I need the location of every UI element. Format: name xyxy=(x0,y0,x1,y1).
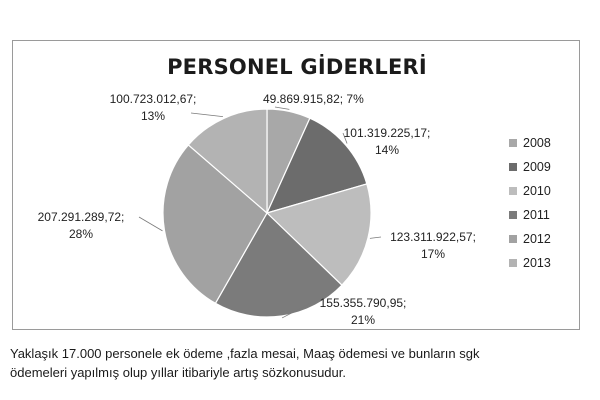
legend-label-2010: 2010 xyxy=(523,184,551,198)
data-label-2011: 155.355.790,95; 21% xyxy=(320,296,407,327)
pie-chart: 49.869.915,82; 7% 101.319.225,17; 14% 123.3… xyxy=(13,41,579,329)
legend-swatch-2010 xyxy=(509,187,517,195)
leader-line-2010 xyxy=(370,237,381,238)
caption-line-1: Yaklaşık 17.000 personele ek ödeme ,fazl… xyxy=(10,344,590,363)
legend-label-2011: 2011 xyxy=(523,208,550,222)
data-label-2012: 207.291.289,72; 28% xyxy=(38,210,125,241)
legend-label-2008: 2008 xyxy=(523,136,551,150)
legend-swatch-2013 xyxy=(509,259,517,267)
data-label-2009: 101.319.225,17; 14% xyxy=(344,126,431,157)
legend-swatch-2008 xyxy=(509,139,517,147)
caption: Yaklaşık 17.000 personele ek ödeme ,fazl… xyxy=(10,344,590,382)
legend-swatch-2011 xyxy=(509,211,517,219)
chart-frame: PERSONEL GİDERLERİ 49.869.915,82; 7% 101.… xyxy=(12,40,580,330)
caption-line-2: ödemeleri yapılmış olup yıllar itibariyl… xyxy=(10,363,590,382)
legend-label-2013: 2013 xyxy=(523,256,551,270)
data-label-2010: 123.311.922,57; 17% xyxy=(390,230,476,261)
leader-line-2013 xyxy=(191,113,223,117)
data-label-2008: 49.869.915,82; 7% xyxy=(263,92,364,106)
legend-swatch-2009 xyxy=(509,163,517,171)
legend-label-2009: 2009 xyxy=(523,160,551,174)
legend-label-2012: 2012 xyxy=(523,232,551,246)
data-label-2013: 100.723.012,67; 13% xyxy=(110,92,197,123)
leader-line-2012 xyxy=(139,217,163,231)
legend-swatch-2012 xyxy=(509,235,517,243)
